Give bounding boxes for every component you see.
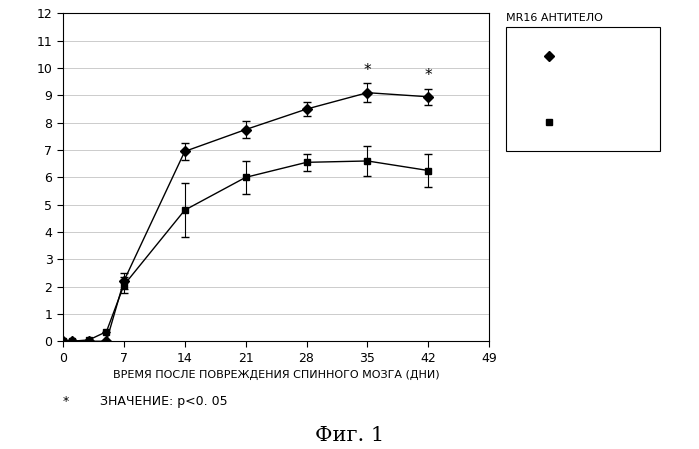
- Text: Фиг. 1: Фиг. 1: [315, 426, 384, 445]
- Text: *: *: [424, 68, 432, 83]
- Text: /: /: [591, 49, 596, 63]
- Text: *: *: [363, 63, 371, 78]
- X-axis label: ВРЕМЯ ПОСЛЕ ПОВРЕЖДЕНИЯ СПИННОГО МОЗГА (ДНИ): ВРЕМЯ ПОСЛЕ ПОВРЕЖДЕНИЯ СПИННОГО МОЗГА (…: [113, 370, 440, 380]
- Text: MR16 АНТИТЕЛО: MR16 АНТИТЕЛО: [506, 13, 603, 23]
- Text: ЗНАЧЕНИЕ: р<0. 05: ЗНАЧЕНИЕ: р<0. 05: [80, 395, 228, 408]
- Text: КОНТРОЛЬ: КОНТРОЛЬ: [591, 117, 655, 127]
- FancyBboxPatch shape: [506, 26, 660, 151]
- Text: *: *: [63, 395, 69, 408]
